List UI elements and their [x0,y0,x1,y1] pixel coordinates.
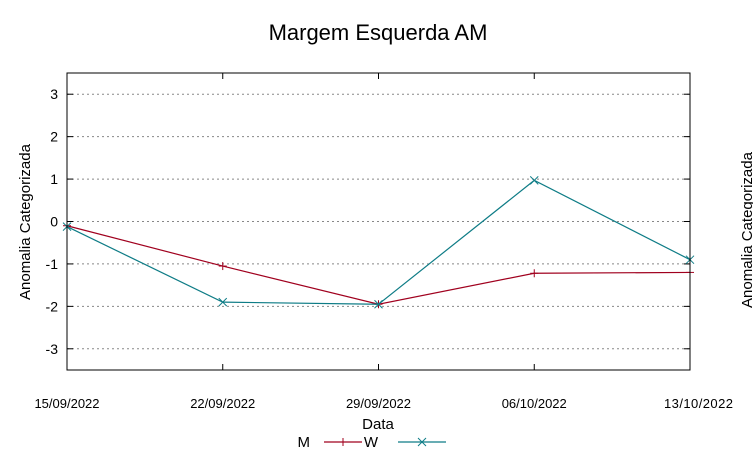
y-tick-label: 1 [50,171,58,187]
y-tick-label: -3 [46,341,59,357]
right-y-axis-label-fragment: Anomalia Categorizada [739,151,753,308]
legend-label: W [364,434,379,451]
series-point [374,299,383,309]
marker-stroke [218,297,228,307]
y-tick-label: 2 [50,129,58,145]
y-axis-label: Anomalia Categorizada [17,143,34,300]
marker-stroke [417,437,427,447]
y-tick-label: 3 [50,86,58,102]
x-tick-label: 15/09/2022 [34,396,99,411]
series-point [218,297,228,307]
y-tick-label: -2 [46,298,59,314]
marker-stroke [374,299,383,309]
series-point [218,262,227,271]
y-tick-label: 0 [50,214,58,230]
series-point [417,437,427,447]
x-axis-ticks: 15/09/2022 22/09/2022 29/09/2022 06/10/2022… [34,73,733,411]
grid-lines [67,93,690,350]
x-tick-label: 13/10/2022 [664,396,733,411]
y-axis-ticks: 3 2 1 0 -1 -2 -3 [46,86,690,357]
x-axis-label: Data [362,416,394,433]
x-tick-label: 06/10/2022 [502,396,567,411]
x-tick-label: 29/09/2022 [346,396,411,411]
series-point [530,269,539,278]
series-point [339,438,347,446]
plot-frame [66,72,691,371]
series-point [529,175,539,185]
chart-title: Margem Esquerda AM [269,20,488,45]
x-tick-label: 22/09/2022 [190,396,255,411]
marker-stroke [529,175,539,185]
y-tick-label: -1 [46,256,59,272]
legend-label: M [298,434,311,451]
series-line-w [66,179,691,305]
series-line-m [66,225,691,305]
series-layer [62,175,695,309]
